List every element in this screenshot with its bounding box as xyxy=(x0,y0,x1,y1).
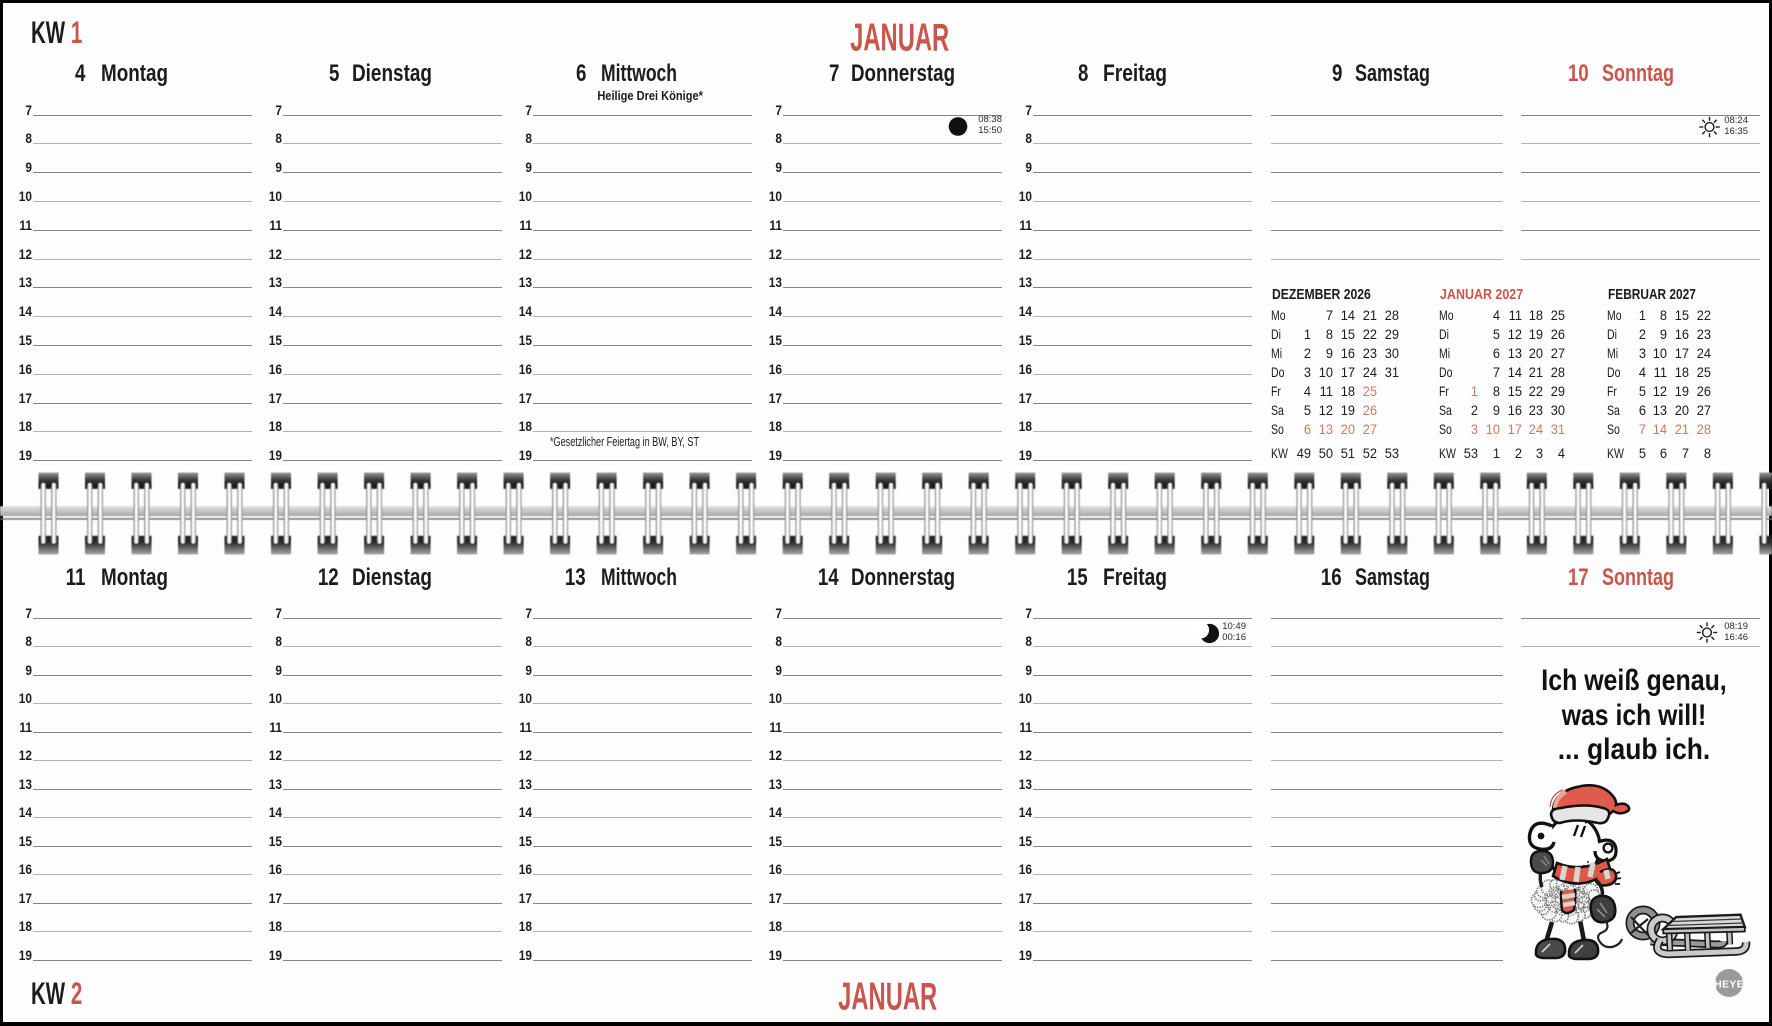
svg-text:HEYE: HEYE xyxy=(1714,979,1744,991)
